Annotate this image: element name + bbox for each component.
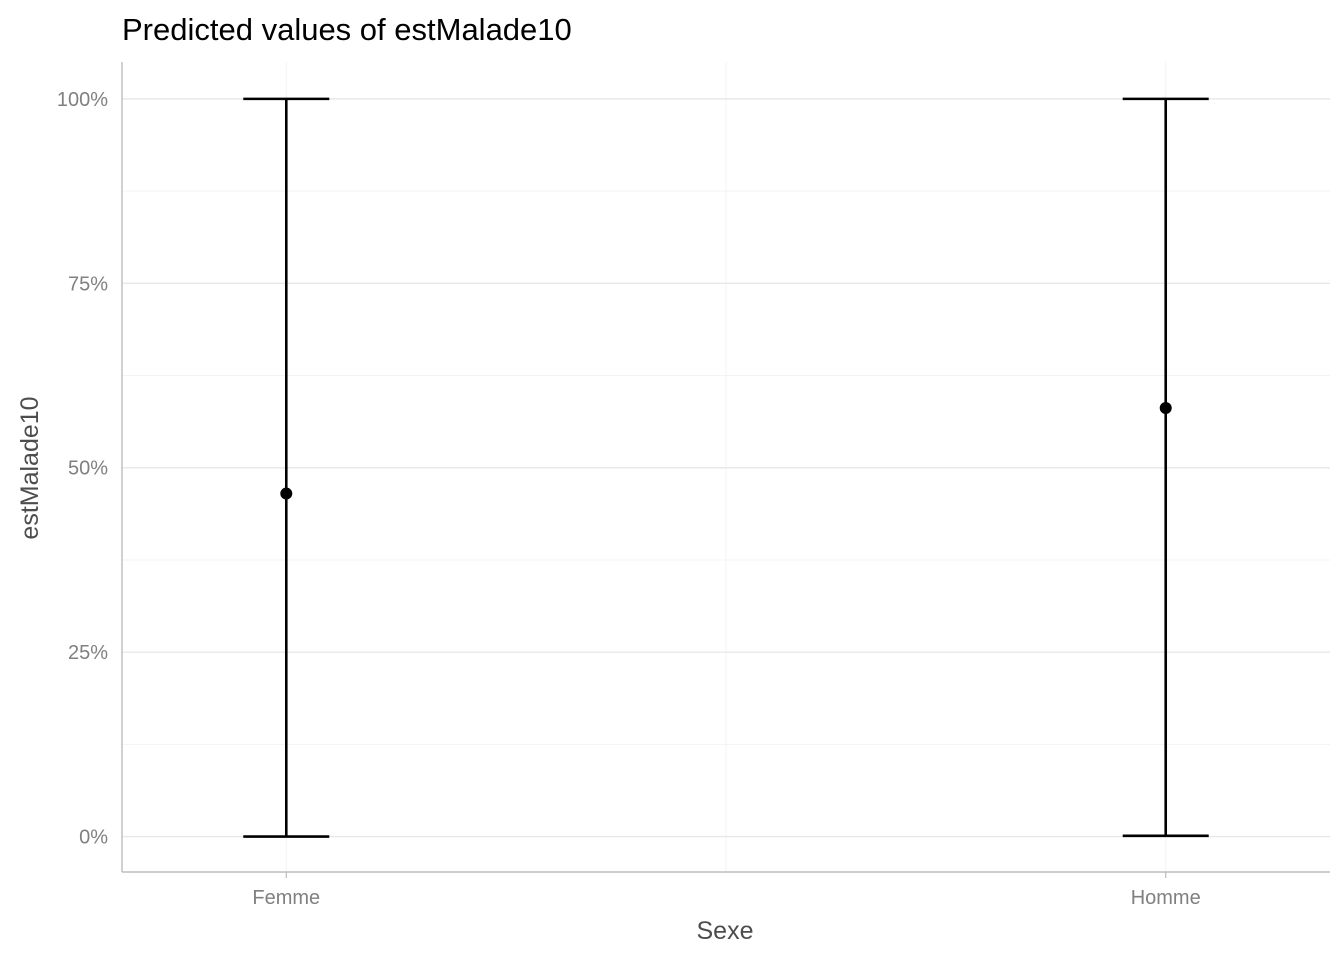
x-tick-label: Homme [1131, 887, 1201, 909]
y-tick-labels: 0% 25% 50% 75% 100% [57, 89, 108, 849]
x-tick-label: Femme [252, 887, 320, 909]
axes [121, 62, 1330, 878]
y-tick-label: 75% [68, 273, 108, 295]
data-point [1159, 401, 1172, 414]
y-tick-label: 100% [57, 89, 108, 111]
y-axis-title: estMalade10 [16, 396, 44, 539]
data-marks [243, 97, 1209, 838]
x-tick-labels: Femme Homme [252, 887, 1200, 909]
y-tick-label: 25% [68, 642, 108, 664]
chart-title: Predicted values of estMalade10 [122, 12, 572, 47]
data-point [280, 487, 293, 500]
y-tick-label: 0% [79, 827, 108, 849]
y-tick-label: 50% [68, 458, 108, 480]
x-axis-title: Sexe [697, 917, 754, 945]
grid [122, 62, 1330, 872]
